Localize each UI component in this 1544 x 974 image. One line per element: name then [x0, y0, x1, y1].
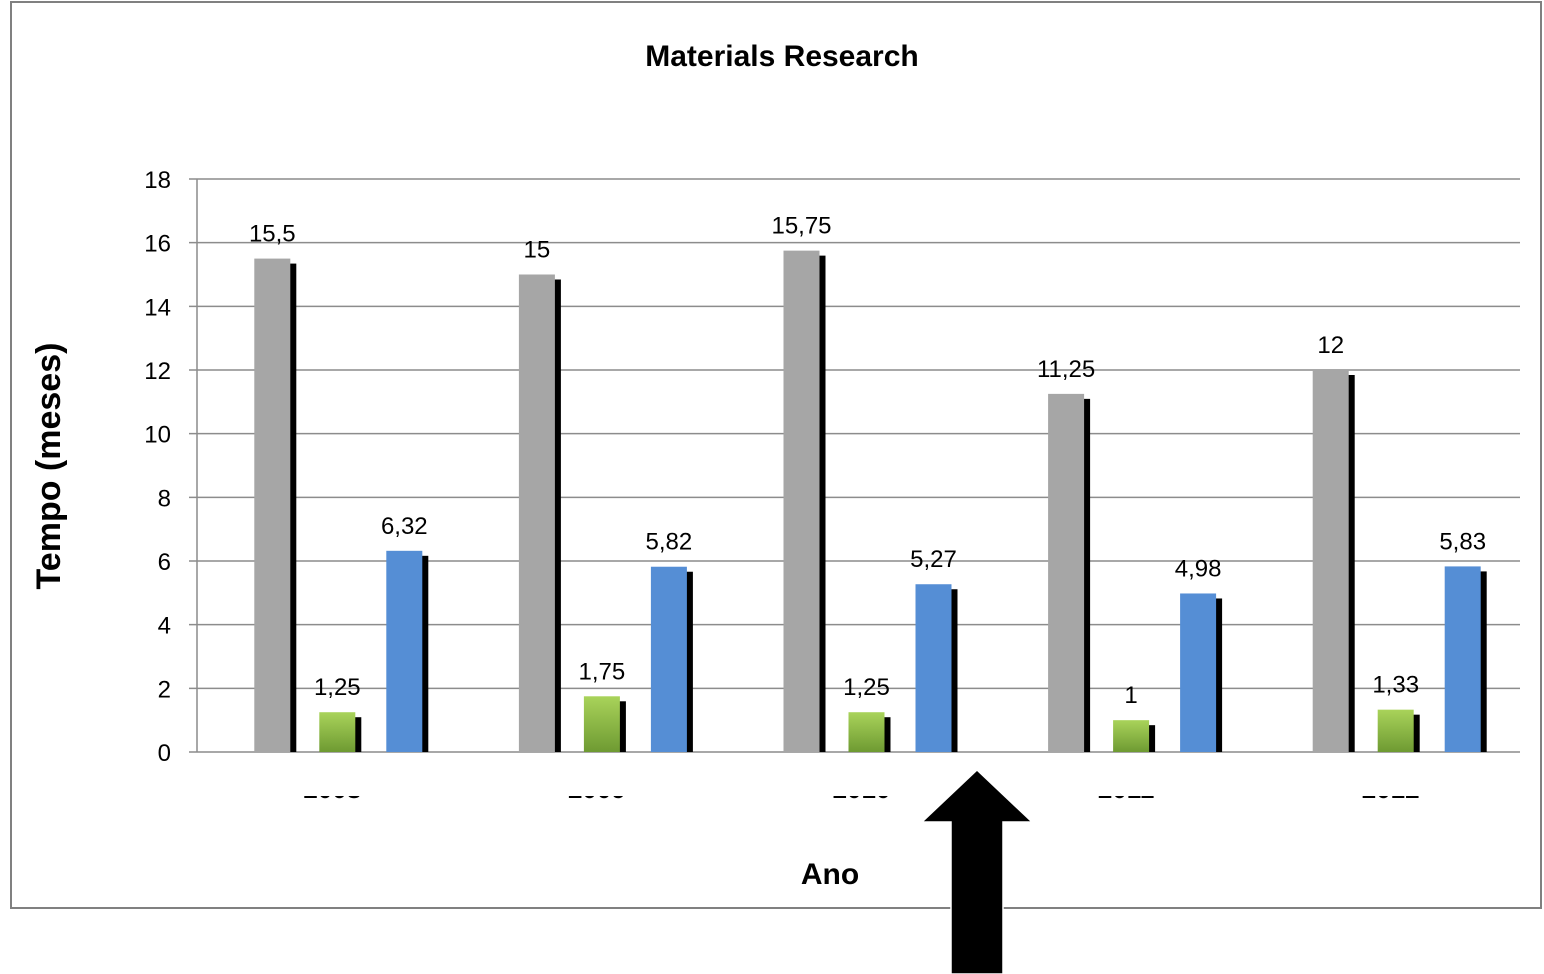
bar: [386, 550, 423, 752]
x-axis-title: Ano: [801, 858, 859, 891]
y-tick-label: 8: [158, 485, 171, 512]
y-tick-label: 6: [158, 549, 171, 576]
data-label: 5,83: [1439, 528, 1486, 555]
y-axis-title: Tempo (meses): [30, 343, 68, 590]
data-label: 15,75: [771, 213, 831, 240]
data-label: 5,27: [910, 546, 957, 573]
up-arrow-annotation: [920, 768, 1034, 974]
data-label: 12: [1317, 332, 1344, 359]
y-tick-label: 2: [158, 676, 171, 703]
data-label: 15: [524, 237, 551, 264]
bar: [1048, 393, 1085, 752]
bar: [783, 250, 820, 752]
bar: [319, 712, 356, 752]
label-clip-mask: [180, 778, 1540, 796]
y-tick-label: 16: [144, 231, 171, 258]
chart-frame: [10, 1, 1542, 909]
bar: [848, 712, 885, 752]
data-label: 1,25: [843, 674, 890, 701]
data-label: 15,5: [249, 221, 296, 248]
bar: [1312, 370, 1349, 752]
y-tick-label: 18: [144, 167, 171, 194]
bar: [1444, 566, 1481, 752]
y-tick-label: 0: [158, 740, 171, 767]
data-label: 1: [1124, 682, 1137, 709]
bars: [254, 250, 1487, 752]
data-label: 11,25: [1037, 356, 1095, 383]
bar: [915, 584, 952, 752]
y-tick-label: 14: [144, 294, 171, 321]
bar: [1180, 593, 1217, 752]
bar: [254, 258, 291, 752]
y-axis-ticks: 0 2 4 6 8 10 12 14 16 18: [144, 167, 171, 767]
data-label: 1,25: [314, 674, 361, 701]
data-label: 4,98: [1175, 555, 1222, 582]
data-label: 1,33: [1372, 672, 1419, 699]
bar: [583, 696, 620, 752]
bar: [650, 566, 687, 752]
chart-title: Materials Research: [645, 40, 919, 73]
data-label: 6,32: [381, 513, 428, 540]
y-tick-label: 12: [144, 358, 171, 385]
y-tick-label: 4: [158, 613, 171, 640]
bar: [1113, 720, 1150, 752]
x-axis-ticks: 20082009201020112012: [180, 774, 1540, 804]
bar: [1377, 709, 1414, 752]
data-labels: 15,5 1,25 6,32 15 1,75 5,82 15,75 1,25 5,27 11,25…: [249, 213, 1486, 710]
data-label: 1,75: [579, 658, 626, 685]
data-label: 5,82: [646, 529, 693, 556]
y-tick-label: 10: [144, 422, 171, 449]
bar: [518, 274, 555, 752]
